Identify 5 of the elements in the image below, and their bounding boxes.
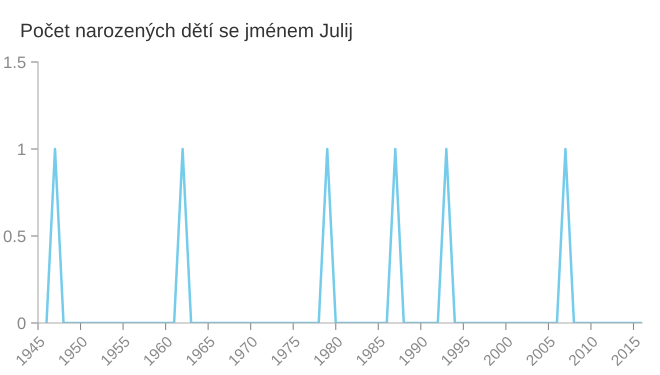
y-tick-label: 0 bbox=[18, 317, 26, 330]
y-tick-label: 0.5 bbox=[4, 230, 26, 242]
y-tick-label: 1 bbox=[18, 144, 26, 156]
chart-title: Počet narozených dětí se jménem Julij bbox=[22, 22, 352, 42]
y-tick-label: 1.5 bbox=[4, 56, 26, 68]
